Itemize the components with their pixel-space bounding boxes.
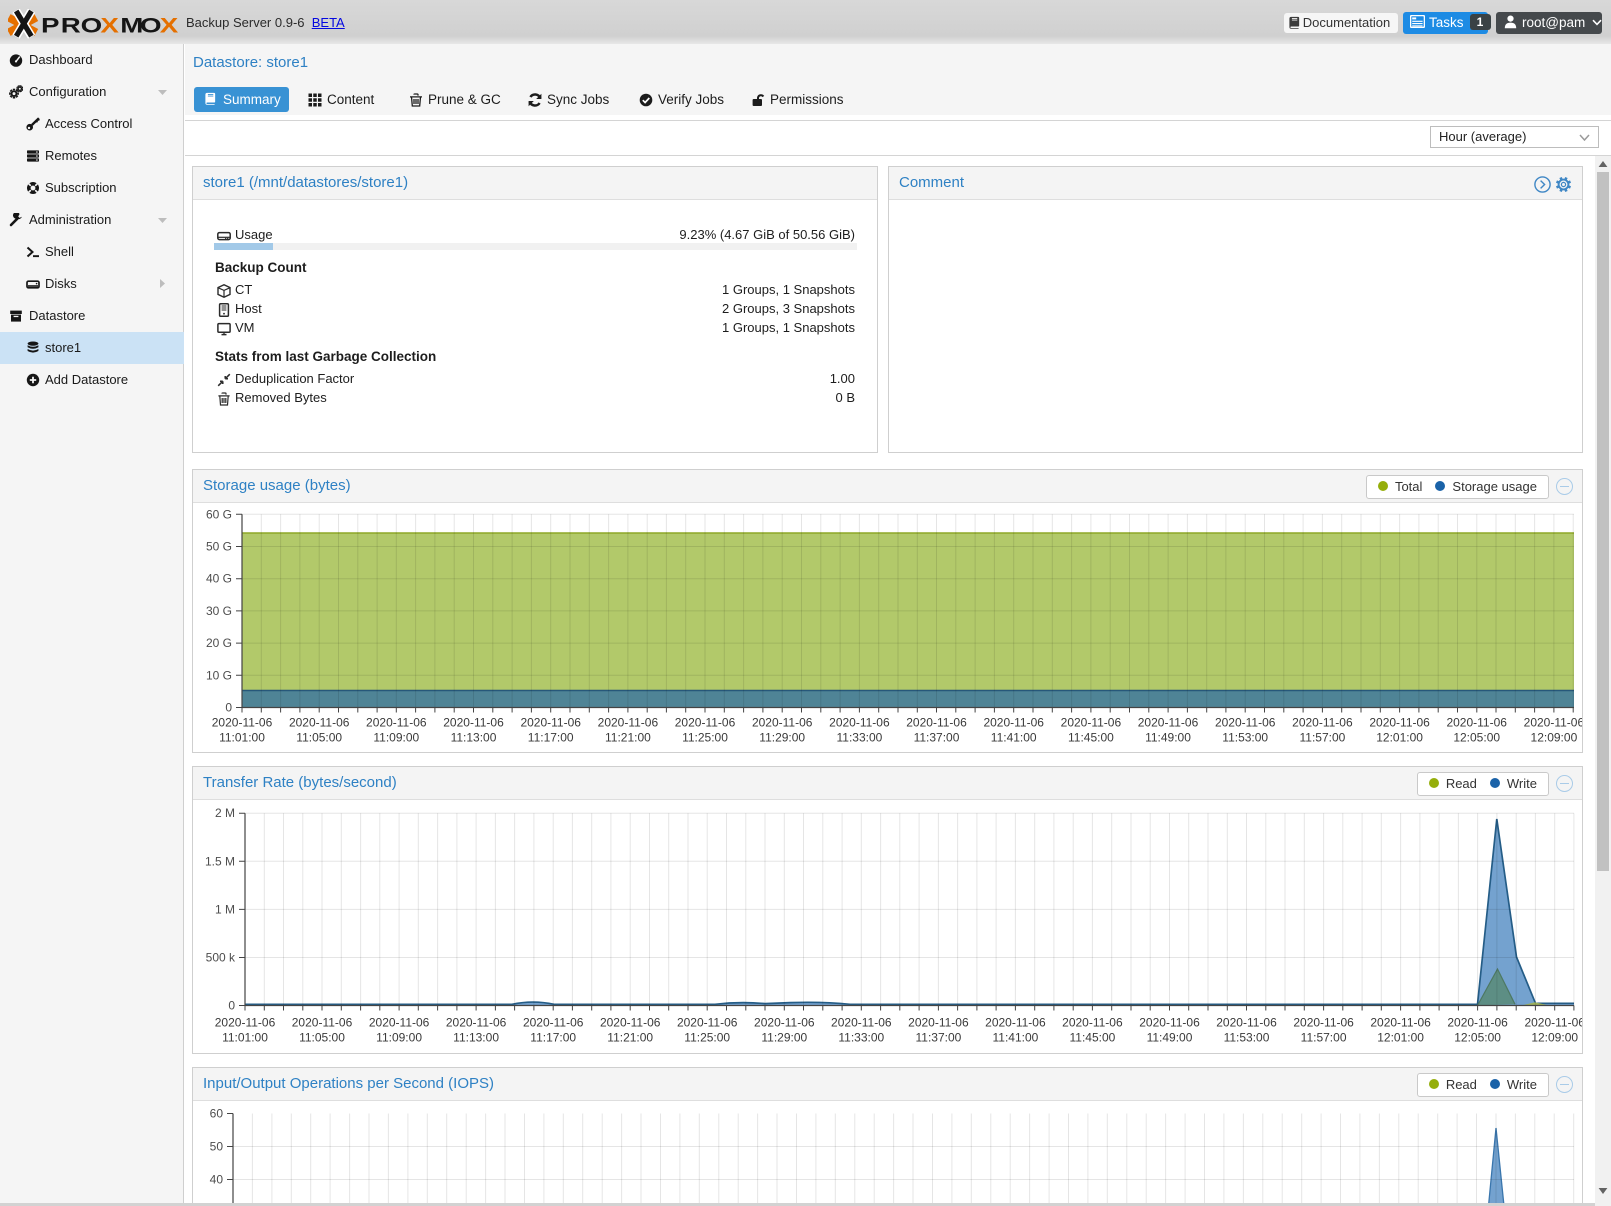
svg-text:11:49:00: 11:49:00 xyxy=(1147,1031,1193,1045)
svg-text:2020-11-06: 2020-11-06 xyxy=(677,1016,738,1030)
svg-text:2020-11-06: 2020-11-06 xyxy=(906,716,967,730)
svg-text:M: M xyxy=(120,15,143,38)
svg-text:1.5 M: 1.5 M xyxy=(205,854,235,868)
svg-text:2020-11-06: 2020-11-06 xyxy=(443,716,504,730)
svg-text:12:05:00: 12:05:00 xyxy=(1453,731,1500,745)
svg-text:11:41:00: 11:41:00 xyxy=(992,1031,1038,1045)
svg-text:30 G: 30 G xyxy=(206,604,232,618)
svg-text:11:05:00: 11:05:00 xyxy=(296,731,342,745)
svg-text:11:25:00: 11:25:00 xyxy=(682,731,728,745)
svg-text:2020-11-06: 2020-11-06 xyxy=(1369,716,1430,730)
svg-text:2020-11-06: 2020-11-06 xyxy=(1370,1016,1431,1030)
svg-text:11:05:00: 11:05:00 xyxy=(299,1031,345,1045)
svg-text:11:37:00: 11:37:00 xyxy=(914,731,960,745)
svg-text:2020-11-06: 2020-11-06 xyxy=(598,716,659,730)
svg-text:11:01:00: 11:01:00 xyxy=(222,1031,268,1045)
svg-text:R: R xyxy=(61,15,81,38)
svg-text:12:09:00: 12:09:00 xyxy=(1531,731,1578,745)
svg-text:11:33:00: 11:33:00 xyxy=(838,1031,884,1045)
svg-text:2 M: 2 M xyxy=(215,806,235,820)
svg-text:11:29:00: 11:29:00 xyxy=(761,1031,807,1045)
svg-text:2020-11-06: 2020-11-06 xyxy=(215,1016,276,1030)
svg-text:11:53:00: 11:53:00 xyxy=(1222,731,1268,745)
svg-text:0: 0 xyxy=(228,999,235,1013)
svg-text:12:05:00: 12:05:00 xyxy=(1454,1031,1501,1045)
svg-text:O: O xyxy=(140,15,162,38)
svg-text:11:29:00: 11:29:00 xyxy=(759,731,805,745)
svg-text:11:13:00: 11:13:00 xyxy=(453,1031,499,1045)
svg-text:11:21:00: 11:21:00 xyxy=(605,731,651,745)
svg-text:11:45:00: 11:45:00 xyxy=(1069,1031,1115,1045)
svg-text:2020-11-06: 2020-11-06 xyxy=(1447,1016,1508,1030)
svg-text:11:13:00: 11:13:00 xyxy=(451,731,497,745)
svg-text:12:01:00: 12:01:00 xyxy=(1376,731,1423,745)
svg-text:2020-11-06: 2020-11-06 xyxy=(523,1016,584,1030)
svg-text:11:17:00: 11:17:00 xyxy=(528,731,574,745)
svg-text:X: X xyxy=(160,15,179,38)
svg-text:P: P xyxy=(41,15,59,38)
svg-text:11:57:00: 11:57:00 xyxy=(1301,1031,1347,1045)
svg-text:11:53:00: 11:53:00 xyxy=(1224,1031,1270,1045)
svg-text:2020-11-06: 2020-11-06 xyxy=(600,1016,661,1030)
svg-text:2020-11-06: 2020-11-06 xyxy=(829,716,890,730)
svg-text:2020-11-06: 2020-11-06 xyxy=(1215,716,1276,730)
svg-text:2020-11-06: 2020-11-06 xyxy=(1293,1016,1354,1030)
svg-text:2020-11-06: 2020-11-06 xyxy=(1524,716,1582,730)
svg-text:40 G: 40 G xyxy=(206,572,232,586)
svg-text:2020-11-06: 2020-11-06 xyxy=(1446,716,1507,730)
svg-text:11:21:00: 11:21:00 xyxy=(607,1031,653,1045)
svg-text:60 G: 60 G xyxy=(206,507,232,521)
svg-text:2020-11-06: 2020-11-06 xyxy=(289,716,350,730)
svg-text:X: X xyxy=(100,15,119,38)
svg-text:2020-11-06: 2020-11-06 xyxy=(675,716,736,730)
svg-text:2020-11-06: 2020-11-06 xyxy=(292,1016,353,1030)
svg-text:11:25:00: 11:25:00 xyxy=(684,1031,730,1045)
svg-text:11:09:00: 11:09:00 xyxy=(373,731,419,745)
svg-text:10 G: 10 G xyxy=(206,668,232,682)
svg-text:2020-11-06: 2020-11-06 xyxy=(1138,716,1199,730)
svg-text:2020-11-06: 2020-11-06 xyxy=(983,716,1044,730)
svg-text:2020-11-06: 2020-11-06 xyxy=(831,1016,892,1030)
svg-text:50: 50 xyxy=(210,1140,224,1154)
svg-text:2020-11-06: 2020-11-06 xyxy=(752,716,813,730)
svg-text:2020-11-06: 2020-11-06 xyxy=(212,716,273,730)
svg-text:11:09:00: 11:09:00 xyxy=(376,1031,422,1045)
svg-text:2020-11-06: 2020-11-06 xyxy=(908,1016,969,1030)
svg-text:1 M: 1 M xyxy=(215,902,235,916)
svg-text:11:37:00: 11:37:00 xyxy=(915,1031,961,1045)
svg-text:2020-11-06: 2020-11-06 xyxy=(369,1016,430,1030)
svg-text:12:09:00: 12:09:00 xyxy=(1531,1031,1578,1045)
svg-text:2020-11-06: 2020-11-06 xyxy=(446,1016,507,1030)
svg-text:2020-11-06: 2020-11-06 xyxy=(985,1016,1046,1030)
svg-text:11:41:00: 11:41:00 xyxy=(991,731,1037,745)
svg-text:500 k: 500 k xyxy=(206,951,236,965)
svg-text:2020-11-06: 2020-11-06 xyxy=(1524,1016,1582,1030)
svg-text:12:01:00: 12:01:00 xyxy=(1377,1031,1424,1045)
svg-text:O: O xyxy=(81,15,103,38)
svg-text:0: 0 xyxy=(225,701,232,715)
svg-text:2020-11-06: 2020-11-06 xyxy=(1139,1016,1200,1030)
svg-text:2020-11-06: 2020-11-06 xyxy=(1061,716,1122,730)
svg-text:50 G: 50 G xyxy=(206,540,232,554)
svg-text:11:57:00: 11:57:00 xyxy=(1299,731,1345,745)
svg-text:20 G: 20 G xyxy=(206,636,232,650)
svg-text:2020-11-06: 2020-11-06 xyxy=(1216,1016,1277,1030)
svg-text:40: 40 xyxy=(210,1173,224,1187)
svg-text:2020-11-06: 2020-11-06 xyxy=(366,716,427,730)
svg-text:11:33:00: 11:33:00 xyxy=(836,731,882,745)
svg-text:11:17:00: 11:17:00 xyxy=(530,1031,576,1045)
svg-text:2020-11-06: 2020-11-06 xyxy=(1062,1016,1123,1030)
svg-text:2020-11-06: 2020-11-06 xyxy=(1292,716,1353,730)
svg-text:11:45:00: 11:45:00 xyxy=(1068,731,1114,745)
svg-text:2020-11-06: 2020-11-06 xyxy=(520,716,581,730)
svg-text:11:49:00: 11:49:00 xyxy=(1145,731,1191,745)
svg-text:11:01:00: 11:01:00 xyxy=(219,731,265,745)
svg-text:2020-11-06: 2020-11-06 xyxy=(754,1016,815,1030)
svg-text:60: 60 xyxy=(210,1107,224,1121)
